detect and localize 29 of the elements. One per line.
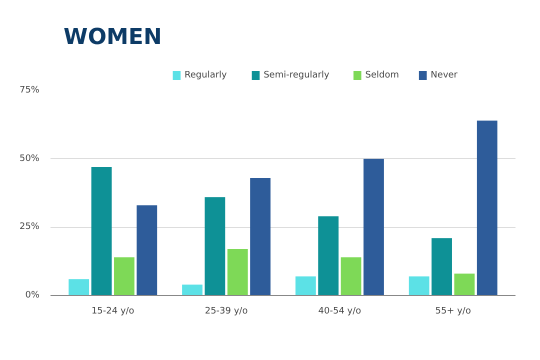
- y-tick-label: 75%: [19, 86, 40, 96]
- x-tick-label: 55+ y/o: [435, 306, 472, 316]
- bar: [227, 249, 248, 296]
- bar: [454, 274, 475, 296]
- bar: [204, 197, 226, 296]
- y-tick-label: 0%: [25, 290, 40, 300]
- x-tick-label: 15-24 y/o: [91, 306, 135, 316]
- bar: [295, 276, 316, 296]
- x-tick-label: 40-54 y/o: [318, 306, 362, 316]
- bar: [476, 120, 498, 296]
- bar: [408, 276, 430, 296]
- bar: [432, 238, 452, 296]
- bar: [68, 279, 90, 296]
- legend-label: Seldom: [365, 70, 399, 80]
- bar: [114, 257, 134, 296]
- bar: [318, 216, 339, 296]
- legend-label: Never: [430, 70, 458, 80]
- y-tick-label: 25%: [19, 222, 40, 232]
- bar: [364, 158, 384, 296]
- bar: [250, 178, 271, 296]
- bar: [340, 257, 362, 296]
- bar: [182, 284, 202, 296]
- y-tick-label: 50%: [19, 154, 40, 164]
- chart-title: WOMEN: [64, 25, 162, 50]
- bar: [91, 167, 112, 296]
- x-tick-label: 25-39 y/o: [204, 306, 248, 316]
- legend-label: Regularly: [184, 70, 228, 80]
- legend-label: Semi-regularly: [264, 70, 330, 80]
- bar: [136, 205, 158, 296]
